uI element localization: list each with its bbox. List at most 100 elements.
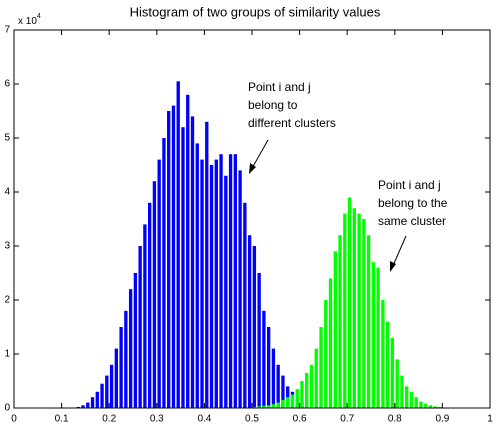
bar — [290, 394, 295, 408]
bar — [414, 397, 418, 408]
bar — [186, 94, 190, 409]
bar — [347, 197, 352, 408]
annotation-line: different clusters — [248, 116, 336, 130]
arrow-head — [249, 163, 256, 174]
bar — [76, 406, 80, 408]
bar — [424, 403, 428, 408]
x-tick-label: 0.1 — [55, 414, 69, 425]
bar — [138, 246, 142, 408]
bar — [295, 389, 299, 408]
arrow-shaft — [250, 139, 269, 171]
multiplier-base: x 10 — [18, 16, 37, 27]
bar — [200, 159, 204, 408]
y-tick-label: 1 — [4, 349, 10, 360]
bar — [119, 327, 123, 408]
bar — [433, 406, 437, 408]
arrow-shaft — [391, 235, 407, 269]
y-tick-label: 7 — [4, 25, 10, 36]
bar — [171, 105, 176, 408]
y-tick-label: 0 — [4, 403, 10, 414]
bar — [400, 375, 404, 408]
y-tick-label: 4 — [4, 187, 10, 198]
bar — [219, 154, 223, 408]
bar — [366, 235, 371, 408]
y-tick-label: 6 — [4, 79, 10, 90]
bar — [333, 251, 337, 408]
bar — [266, 327, 271, 408]
bar — [209, 165, 214, 408]
bar — [428, 405, 433, 408]
bar — [276, 364, 280, 408]
bar — [128, 289, 133, 408]
x-tick-label: 0.9 — [435, 414, 449, 425]
multiplier-exponent: 4 — [37, 13, 41, 20]
bar — [195, 143, 199, 408]
bar — [262, 405, 266, 408]
bar — [152, 181, 157, 408]
bar — [395, 359, 399, 408]
bar — [343, 213, 347, 408]
bar — [262, 310, 266, 408]
bar — [95, 391, 99, 408]
bar — [233, 154, 238, 408]
bar — [271, 404, 276, 408]
bar — [257, 273, 261, 408]
annotation-line: belong to the — [378, 196, 448, 210]
bar — [300, 381, 304, 408]
annotation-line: same cluster — [378, 214, 446, 228]
bar — [381, 300, 385, 408]
bar — [243, 202, 247, 408]
bar — [438, 406, 442, 408]
x-tick-label: 0.4 — [197, 414, 211, 425]
bar — [81, 405, 85, 408]
bar — [266, 405, 271, 408]
bar — [124, 310, 128, 408]
bar — [328, 278, 333, 408]
x-tick-label: 0 — [11, 414, 17, 425]
annotations: Point i and j belong to different clusters… — [248, 80, 448, 228]
y-tick-label: 3 — [4, 241, 10, 252]
bar — [352, 208, 357, 408]
bar — [276, 402, 280, 408]
bar — [100, 383, 104, 408]
bar — [228, 154, 233, 408]
bar — [162, 138, 166, 408]
bar — [252, 406, 257, 408]
x-tick-label: 0.5 — [245, 414, 259, 425]
chart-title: Histogram of two groups of similarity va… — [130, 4, 381, 19]
x-tick-label: 1 — [487, 414, 493, 425]
bar — [281, 399, 285, 408]
bar — [286, 397, 290, 408]
bar — [357, 213, 361, 408]
y-tick-label: 5 — [4, 133, 10, 144]
bar — [305, 372, 309, 408]
bar — [252, 246, 257, 408]
bar — [224, 175, 228, 408]
bar — [324, 300, 328, 408]
bar — [362, 219, 366, 408]
bar — [405, 386, 409, 408]
bar — [133, 273, 138, 408]
bar — [114, 348, 119, 408]
bar — [147, 202, 152, 408]
bar — [214, 159, 218, 408]
bar — [167, 111, 171, 408]
annotation-line: belong to — [248, 98, 298, 112]
bar — [385, 321, 390, 408]
bar — [271, 348, 276, 408]
bar — [105, 375, 109, 408]
bar — [319, 327, 323, 408]
bar — [409, 391, 414, 408]
bar — [338, 235, 342, 408]
bar — [314, 348, 318, 408]
x-tick-label: 0.6 — [293, 414, 307, 425]
bar — [190, 116, 195, 409]
bars — [76, 81, 442, 409]
bar — [247, 235, 252, 408]
x-tick-label: 0.3 — [150, 414, 164, 425]
bar — [176, 81, 180, 409]
annotation-line: Point i and j — [248, 80, 311, 94]
y-tick-label: 2 — [4, 295, 10, 306]
bar — [371, 262, 376, 408]
